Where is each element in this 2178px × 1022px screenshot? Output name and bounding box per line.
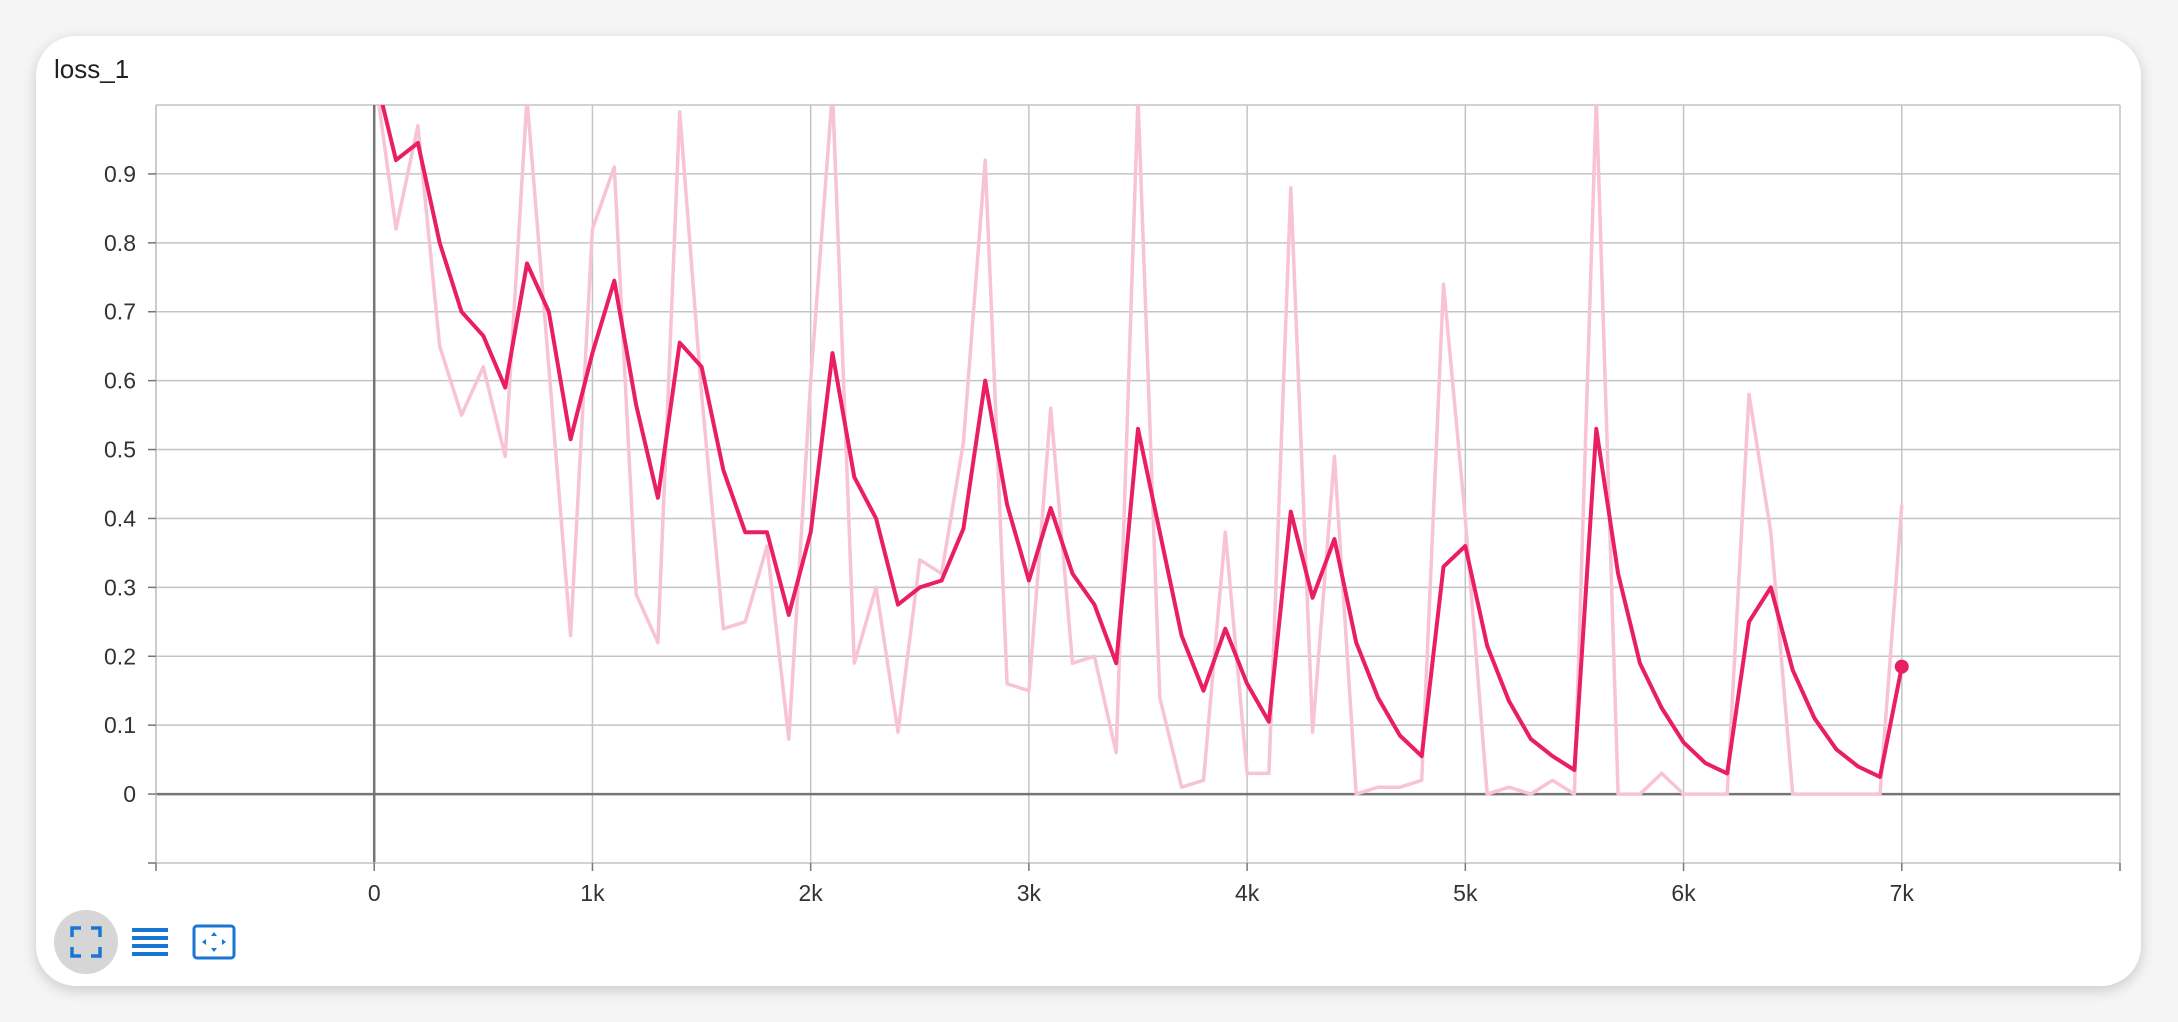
- chart-title: loss_1: [54, 54, 130, 84]
- series-lines: [374, 71, 1904, 796]
- y-tick-label: 0.4: [104, 505, 136, 531]
- y-tick-label: 0.6: [104, 368, 136, 394]
- y-tick-label: 0.2: [104, 643, 136, 669]
- fullscreen-button[interactable]: [54, 910, 118, 974]
- x-tick-label: 4k: [1235, 880, 1260, 906]
- y-tick-label: 0.7: [104, 299, 136, 325]
- raw-series-line[interactable]: [374, 71, 1904, 796]
- x-tick-label: 1k: [580, 880, 605, 906]
- y-tick-label: 0: [123, 781, 136, 807]
- x-tick-label: 7k: [1890, 880, 1915, 906]
- x-tick-label: 6k: [1671, 880, 1696, 906]
- smoothed-series-line[interactable]: [374, 71, 1904, 779]
- toggle-log-scale-button[interactable]: [118, 910, 182, 974]
- y-tick-label: 0.1: [104, 712, 136, 738]
- fit-domain-button[interactable]: [182, 910, 246, 974]
- fit-to-domain-icon: [192, 924, 236, 960]
- line-chart[interactable]: 0 1k 2k 3k 4k 5k 6k 7k 0 0.1 0.2 0.3 0.4 0.5 0.6 0.7 0.8…: [36, 36, 2141, 986]
- y-tick-label: 0.3: [104, 574, 136, 600]
- chart-toolbar: [54, 910, 246, 974]
- y-tick-label: 0.8: [104, 230, 136, 256]
- y-tick-label: 0.9: [104, 161, 136, 187]
- x-tick-label: 2k: [799, 880, 824, 906]
- tick-labels: 0 1k 2k 3k 4k 5k 6k 7k 0 0.1 0.2 0.3 0.4 0.5 0.6 0.7 0.8…: [104, 161, 1914, 906]
- grid-lines: [155, 104, 2121, 863]
- fullscreen-icon: [70, 926, 102, 958]
- x-tick-label: 3k: [1017, 880, 1042, 906]
- x-tick-label: 0: [368, 880, 381, 906]
- chart-card: loss_1 0 1k 2k 3k 4k 5k 6k 7k 0 0.1 0.2 0.3 0.4 0.5 0.…: [36, 36, 2141, 986]
- last-point-marker[interactable]: [1894, 659, 1909, 674]
- x-tick-label: 5k: [1453, 880, 1478, 906]
- list-lines-icon: [132, 928, 168, 956]
- y-tick-label: 0.5: [104, 437, 136, 463]
